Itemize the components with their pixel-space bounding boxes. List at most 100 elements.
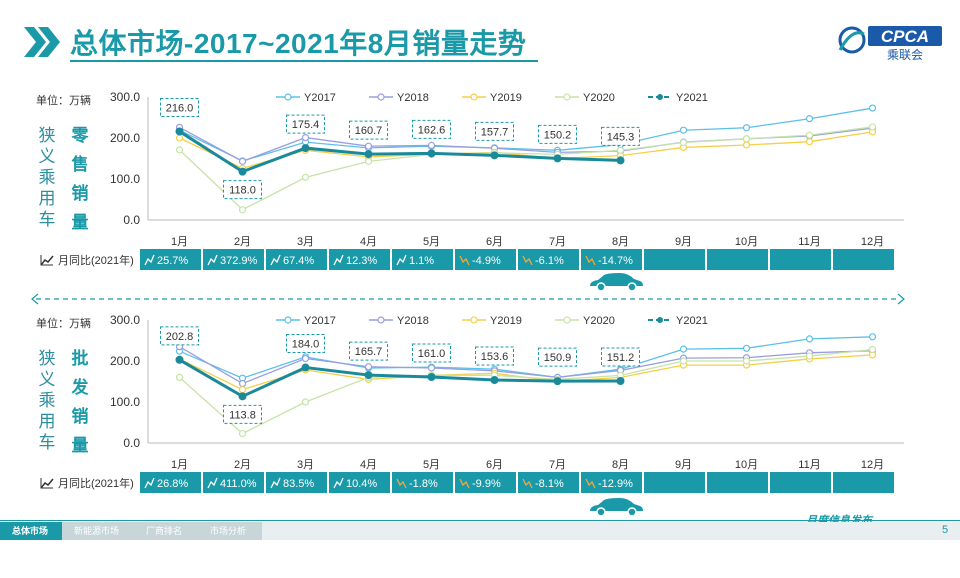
yoy-cell: 10.4% (329, 472, 390, 493)
x-tick-label: 11月 (798, 459, 820, 471)
data-point-Y2021 (175, 127, 184, 136)
data-label: 150.9 (538, 347, 577, 367)
series-line-Y2018 (179, 346, 873, 385)
trend-up-icon (396, 254, 407, 266)
data-point-Y2017 (742, 124, 751, 132)
retail-chart-panel: 单位：万辆 狭义乘用车 零售销量 0.0 100.0 200.0 300.0 1月 2月 3… (0, 85, 960, 355)
data-point-Y2017 (742, 344, 751, 352)
y-tick-label: 0.0 (123, 213, 140, 227)
logo-text: CPCA (881, 27, 929, 46)
yoy-cell-bg (833, 249, 894, 270)
data-label-box (160, 326, 199, 346)
logo-subtext: 乘联会 (887, 48, 923, 62)
trend-up-icon (144, 254, 155, 266)
wholesale-line-chart: 0.0 100.0 200.0 300.0 1月 2月 3月 4月 5月 6月 7月 8月 9月 10月 1… (110, 313, 904, 471)
yoy-cell: -12.9% (581, 472, 642, 493)
data-label-box (601, 347, 640, 367)
data-point-Y2018 (238, 379, 247, 388)
yoy-value: 411.0% (220, 478, 257, 490)
y-tick-label: 100.0 (110, 172, 140, 186)
data-label-box (223, 404, 262, 424)
yoy-cell-bg (707, 472, 768, 493)
section-divider (31, 293, 905, 305)
data-label-box (349, 341, 388, 361)
x-tick-label: 3月 (297, 459, 314, 471)
legend-item: Y2019 (462, 315, 522, 327)
legend-marker (563, 316, 571, 324)
side-label-left: 狭义乘用车 (38, 126, 56, 229)
yoy-value: -1.8% (409, 478, 438, 490)
yoy-cell (833, 472, 894, 493)
x-tick-label: 6月 (486, 459, 503, 471)
data-label: 113.8 (223, 404, 262, 424)
legend-item: Y2019 (462, 92, 522, 104)
legend-label: Y2018 (397, 315, 429, 327)
data-point-Y2021 (364, 371, 373, 380)
nav-tab-analysis[interactable]: 市场分析 (198, 522, 262, 540)
legend-marker (284, 316, 292, 324)
page-number: 5 (942, 524, 949, 536)
data-label-text: 216.0 (166, 102, 194, 114)
data-point-Y2020 (742, 357, 751, 365)
yoy-value: -14.7% (598, 255, 633, 267)
data-label-text: 145.3 (607, 131, 635, 143)
yoy-cell (644, 249, 705, 270)
data-point-Y2017 (805, 115, 814, 123)
data-point-Y2017 (679, 126, 688, 134)
data-label-text: 157.7 (481, 126, 509, 138)
legend-item: Y2017 (276, 92, 336, 104)
x-tick-label: 12月 (861, 236, 884, 248)
legend-item: Y2020 (555, 92, 615, 104)
yoy-label: 月同比(2021年) (40, 252, 134, 268)
yoy-cell: -8.1% (518, 472, 579, 493)
nav-tab-overall[interactable]: 总体市场 (0, 522, 62, 540)
x-tick-label: 8月 (612, 236, 629, 248)
legend-label: Y2020 (583, 92, 615, 104)
yoy-cell-bg (329, 472, 390, 493)
yoy-value: -6.1% (535, 255, 564, 267)
data-label: 216.0 (160, 97, 199, 117)
data-label: 202.8 (160, 326, 199, 346)
data-point-Y2020 (238, 206, 247, 214)
yoy-cell-bg (392, 472, 453, 493)
data-point-Y2021 (364, 150, 373, 159)
legend-label: Y2019 (490, 315, 522, 327)
data-label-box (475, 346, 514, 366)
title-underline (70, 60, 538, 62)
x-tick-label: 10月 (735, 459, 758, 471)
legend-marker (377, 93, 385, 101)
data-point-Y2019 (742, 141, 751, 149)
yoy-cell: 25.7% (140, 249, 201, 270)
data-label-text: 202.8 (166, 331, 194, 343)
data-label: 118.0 (223, 180, 262, 200)
series-line-Y2020 (179, 126, 873, 211)
data-label-box (475, 121, 514, 141)
data-label-box (349, 120, 388, 140)
nav-tab-ranking[interactable]: 厂商排名 (134, 522, 198, 540)
y-tick-label: 300.0 (110, 90, 140, 104)
trend-up-icon (270, 254, 281, 266)
data-label-text: 162.6 (418, 124, 446, 136)
data-point-Y2017 (868, 333, 877, 341)
legend-item: Y2021 (648, 92, 708, 104)
x-tick-label: 9月 (675, 459, 692, 471)
trend-up-icon (270, 477, 281, 489)
data-label-text: 184.0 (292, 339, 320, 351)
data-label-box (286, 114, 325, 134)
nav-tab-nev[interactable]: 新能源市场 (62, 522, 134, 540)
legend-label: Y2021 (676, 92, 708, 104)
data-point-Y2021 (490, 151, 499, 160)
legend-label: Y2021 (676, 315, 708, 327)
data-point-Y2018 (427, 141, 436, 149)
trend-up-icon (207, 477, 218, 489)
yoy-value: 372.9% (220, 255, 258, 267)
data-point-Y2021 (427, 149, 436, 158)
data-label: 145.3 (601, 126, 640, 146)
trend-up-icon (207, 254, 218, 266)
yoy-value: -4.9% (472, 255, 501, 267)
trend-down-icon (585, 478, 596, 489)
yoy-value: 12.3% (346, 255, 377, 267)
data-point-Y2021 (490, 376, 499, 385)
data-point-Y2020 (868, 123, 877, 131)
y-tick-label: 200.0 (110, 131, 140, 145)
